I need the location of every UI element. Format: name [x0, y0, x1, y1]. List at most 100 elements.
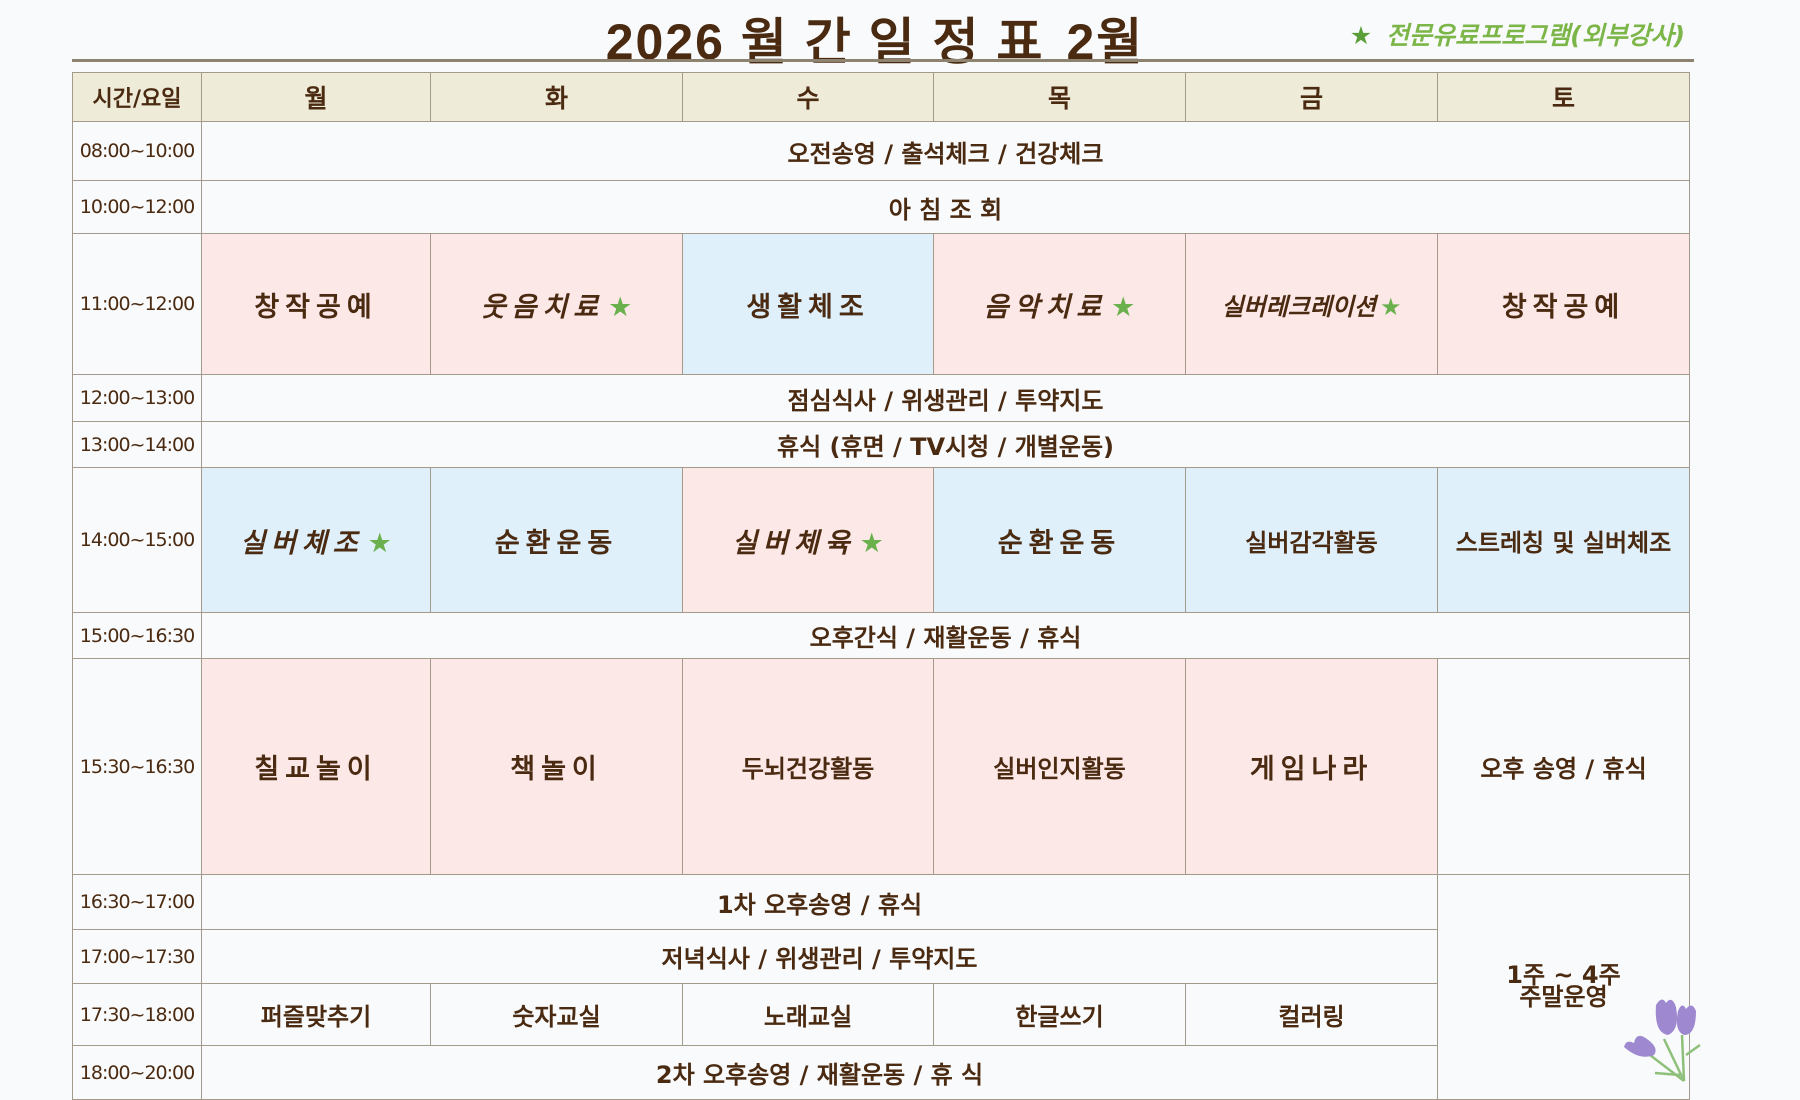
header-day: 월 [201, 72, 431, 122]
activity-cell: 스트레칭 및 실버체조 [1437, 467, 1690, 613]
activity-cell: 컬러링 [1185, 983, 1438, 1046]
header-day: 화 [430, 72, 683, 122]
activity-label: 순환운동 [997, 527, 1122, 559]
activity-cell: 1주 ~ 4주 주말운영 [1437, 874, 1690, 1100]
time-slot: 17:30~18:00 [72, 983, 202, 1046]
activity-cell: 두뇌건강활동 [682, 658, 934, 875]
activity-cell: 한글쓰기 [933, 983, 1186, 1046]
activity-cell: 1차 오후송영 / 휴식 [201, 874, 1438, 930]
activity-cell: 창작공예 [201, 233, 431, 375]
header-row: 시간/요일 월 화 수 목 금 토 [72, 72, 1690, 122]
activity-label: 컬러링 [1278, 1003, 1345, 1031]
star-icon: ★ [1380, 292, 1402, 321]
activity-label: 실버체조 [240, 527, 364, 559]
time-slot: 13:00~14:00 [72, 421, 202, 468]
activity-label: 창작공예 [254, 291, 378, 323]
activity-cell: 창작공예 [1437, 233, 1690, 375]
activity-cell: 실버레크레이션 ★ [1185, 233, 1438, 375]
time-slot: 11:00~12:00 [72, 233, 202, 375]
activity-label: 오후간식 / 재활운동 / 휴식 [809, 624, 1082, 652]
schedule-row: 08:00~10:00 오전송영 / 출석체크 / 건강체크 [72, 121, 1690, 181]
activity-cell: 숫자교실 [430, 983, 683, 1046]
activity-label: 실버체육 [732, 527, 856, 559]
activity-label: 한글쓰기 [1015, 1003, 1104, 1031]
time-slot: 18:00~20:00 [72, 1045, 202, 1100]
tulip-flower-icon [1624, 999, 1701, 1082]
schedule-table: 시간/요일 월 화 수 목 금 토 08:00~10:00 오전송영 / 출석체크… [72, 72, 1690, 1100]
activity-cell: 오후 송영 / 휴식 [1437, 658, 1690, 875]
activity-cell: 게임나라 [1185, 658, 1438, 875]
time-slot: 17:00~17:30 [72, 929, 202, 984]
header-day: 수 [682, 72, 934, 122]
legend: ★ 전문유료프로그램(외부강사) [1350, 16, 1685, 52]
title-divider [72, 59, 1694, 62]
activity-cell: 실버체육 ★ [682, 467, 934, 613]
activity-cell: 칠교놀이 [201, 658, 431, 875]
time-slot: 15:30~16:30 [72, 658, 202, 875]
activity-cell: 오전송영 / 출석체크 / 건강체크 [201, 121, 1690, 181]
activity-cell: 저녁식사 / 위생관리 / 투약지도 [201, 929, 1438, 984]
activity-cell: 실버인지활동 [933, 658, 1186, 875]
activity-cell: 순환운동 [933, 467, 1186, 613]
activity-label: 두뇌건강활동 [741, 755, 875, 783]
star-icon: ★ [859, 527, 884, 559]
activity-label: 스트레칭 및 실버체조 [1455, 528, 1672, 557]
header-day: 금 [1185, 72, 1438, 122]
activity-label: 2차 오후송영 / 재활운동 / 휴 식 [655, 1061, 984, 1089]
activity-label: 게임나라 [1249, 754, 1374, 785]
activity-label: 1주 ~ 4주 주말운영 [1506, 960, 1621, 1011]
activity-cell: 책놀이 [430, 658, 683, 875]
activity-label: 노래교실 [763, 1003, 853, 1031]
activity-label: 칠교놀이 [254, 754, 378, 785]
legend-text: 전문유료프로그램(외부강사) [1386, 21, 1685, 50]
header-day: 목 [933, 72, 1186, 122]
schedule-row: 11:00~12:00 창작공예 웃음치료 ★ 생활체조 음악치료 ★ 실버레크레이션 ★ 창작공… [72, 233, 1690, 375]
activity-cell: 휴식 (휴면 / TV시청 / 개별운동) [201, 421, 1690, 468]
activity-label: 저녁식사 / 위생관리 / 투약지도 [661, 945, 978, 973]
activity-label: 실버인지활동 [993, 755, 1126, 783]
activity-label: 실버감각활동 [1245, 528, 1378, 557]
schedule-row: 14:00~15:00 실버체조 ★ 순환운동 실버체육 ★ 순환운동 실버감각활동 스트레칭 … [72, 467, 1690, 613]
time-slot: 10:00~12:00 [72, 180, 202, 234]
activity-label: 실버레크레이션 [1221, 292, 1377, 321]
schedule-row: 15:30~16:30 칠교놀이 책놀이 두뇌건강활동 실버인지활동 게임나라 오후 송영 … [72, 658, 1690, 875]
activity-cell: 오후간식 / 재활운동 / 휴식 [201, 612, 1690, 659]
star-icon: ★ [1111, 291, 1136, 323]
activity-cell: 생활체조 [682, 233, 934, 375]
star-icon: ★ [367, 527, 392, 559]
activity-label: 1차 오후송영 / 휴식 [716, 890, 923, 919]
schedule-row: 18:00~20:00 2차 오후송영 / 재활운동 / 휴 식 [72, 1045, 1690, 1100]
activity-label: 숫자교실 [512, 1003, 601, 1031]
schedule-row: 12:00~13:00 점심식사 / 위생관리 / 투약지도 [72, 374, 1690, 422]
activity-label: 오후 송영 / 휴식 [1480, 755, 1647, 783]
header-time: 시간/요일 [72, 72, 202, 122]
activity-cell: 점심식사 / 위생관리 / 투약지도 [201, 374, 1690, 422]
activity-label: 오전송영 / 출석체크 / 건강체크 [787, 139, 1104, 168]
activity-cell: 순환운동 [430, 467, 683, 613]
activity-label: 음악치료 [983, 291, 1108, 323]
time-slot: 08:00~10:00 [72, 121, 202, 181]
activity-label: 책놀이 [510, 754, 603, 785]
activity-label: 점심식사 / 위생관리 / 투약지도 [787, 386, 1104, 415]
activity-cell: 실버감각활동 [1185, 467, 1438, 613]
time-slot: 16:30~17:00 [72, 874, 202, 930]
activity-label: 창작공예 [1501, 291, 1626, 323]
activity-label: 순환운동 [494, 527, 619, 559]
star-icon: ★ [1349, 21, 1373, 50]
activity-cell: 2차 오후송영 / 재활운동 / 휴 식 [201, 1045, 1438, 1100]
time-slot: 12:00~13:00 [72, 374, 202, 422]
activity-label: 아 침 조 회 [888, 195, 1003, 224]
schedule-row: 17:00~17:30 저녁식사 / 위생관리 / 투약지도 [72, 929, 1690, 984]
activity-cell: 퍼즐맞추기 [201, 983, 431, 1046]
time-slot: 15:00~16:30 [72, 612, 202, 659]
activity-cell: 웃음치료 ★ [430, 233, 683, 375]
activity-label: 퍼즐맞추기 [260, 1003, 372, 1031]
schedule-row: 16:30~17:00 1차 오후송영 / 휴식 1주 ~ 4주 주말운영 [72, 874, 1690, 1100]
star-icon: ★ [608, 291, 633, 323]
activity-label: 휴식 (휴면 / TV시청 / 개별운동) [777, 433, 1114, 461]
activity-cell: 아 침 조 회 [201, 180, 1690, 234]
activity-label: 생활체조 [746, 291, 870, 323]
header-day: 토 [1437, 72, 1690, 122]
schedule-row: 15:00~16:30 오후간식 / 재활운동 / 휴식 [72, 612, 1690, 659]
activity-label: 웃음치료 [480, 291, 605, 323]
